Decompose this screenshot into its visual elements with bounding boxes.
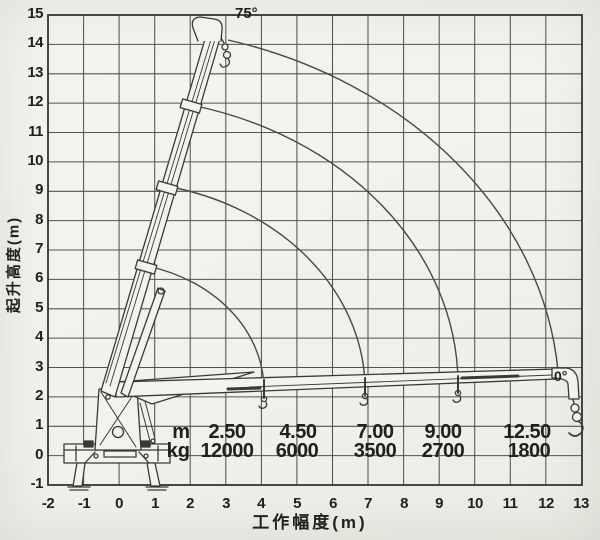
hook-icon-0deg	[568, 398, 584, 437]
load-table-radius-value: 12.50	[503, 421, 551, 443]
y-tick-label: 15	[27, 5, 43, 22]
boom-cylinder	[120, 287, 166, 398]
y-tick-label: 11	[28, 123, 43, 140]
x-tick-label: 13	[573, 495, 589, 512]
boom-arc-2	[165, 185, 366, 385]
load-table-radius-value: 2.50	[208, 421, 246, 443]
boom-head	[191, 16, 223, 42]
y-tick-label: 13	[27, 64, 43, 81]
x-tick-label: 3	[222, 495, 230, 512]
boom-collar-1	[134, 259, 158, 275]
load-table-radius-value: 4.50	[279, 421, 317, 443]
load-table-capacity-value: 2700	[421, 440, 465, 462]
horizontal-boom-0deg	[115, 367, 584, 437]
hook-icon-radius-7m	[258, 390, 268, 409]
load-table-capacity-value: 6000	[275, 440, 319, 462]
boom-arc-1	[146, 265, 265, 388]
x-tick-label: 8	[400, 495, 408, 512]
y-tick-label: 10	[27, 152, 43, 169]
x-tick-label: 5	[293, 495, 301, 512]
boom-elbow	[551, 367, 580, 400]
outrigger-leg-left	[72, 462, 86, 487]
outrigger-base	[63, 440, 171, 491]
x-tick-label: 9	[435, 495, 443, 512]
x-tick-label: -1	[77, 495, 91, 512]
y-tick-label: -1	[30, 475, 44, 492]
load-table-radius-row-label: m	[172, 421, 190, 443]
plot-border	[47, 14, 583, 486]
y-tick-label: 2	[35, 387, 43, 404]
x-tick-label: 12	[538, 495, 554, 512]
boom-angle-min-label: 0°	[554, 368, 568, 384]
y-tick-label: 7	[35, 240, 43, 257]
y-axis-title: 起升高度(m)	[5, 215, 23, 314]
y-tick-label: 0	[35, 446, 43, 463]
hook-icon-75deg	[219, 37, 232, 68]
load-table-radius-value: 7.00	[356, 421, 394, 443]
crane-illustration	[63, 16, 584, 491]
load-table-capacity-value: 1800	[507, 440, 551, 462]
hook-icon-radius-9m	[359, 387, 369, 406]
x-tick-label: 2	[186, 495, 194, 512]
x-tick-label: 7	[364, 495, 372, 512]
outrigger-leg-right	[146, 462, 161, 487]
boom-arc-3	[190, 104, 459, 382]
main-boom-75deg	[100, 16, 232, 398]
x-tick-label: 6	[329, 495, 337, 512]
grid	[48, 15, 582, 485]
y-tick-label: 14	[27, 34, 43, 51]
boom-angle-max-label: 75°	[235, 5, 258, 22]
x-tick-label: 0	[115, 495, 123, 512]
load-table-capacity-row-label: kg	[166, 440, 190, 462]
y-tick-label: 3	[35, 358, 43, 375]
y-tick-label: 1	[35, 416, 43, 433]
y-tick-label: 6	[35, 269, 43, 286]
boom-collar-3	[179, 98, 203, 114]
y-tick-label: 4	[35, 328, 43, 345]
boom-arc-4	[227, 39, 559, 372]
y-tick-label: 12	[27, 93, 43, 110]
load-table-capacity-value: 3500	[353, 440, 397, 462]
x-tick-label: 11	[502, 495, 518, 512]
load-table-capacity-value: 12000	[200, 440, 254, 462]
load-table-radius-value: 9.00	[424, 421, 462, 443]
y-tick-label: 8	[35, 211, 43, 228]
x-tick-label: 1	[151, 495, 159, 512]
x-tick-label: 10	[467, 495, 483, 512]
pedestal	[94, 388, 156, 451]
y-tick-label: 5	[35, 299, 43, 316]
hook-icon-radius-12m	[452, 384, 462, 403]
boom-tip-arcs	[146, 39, 559, 388]
x-tick-label: 4	[257, 495, 265, 512]
x-axis-title: 工作幅度(m)	[252, 513, 368, 532]
boom-collar-2	[155, 180, 179, 196]
y-tick-label: 9	[35, 181, 43, 198]
x-tick-label: -2	[41, 495, 55, 512]
